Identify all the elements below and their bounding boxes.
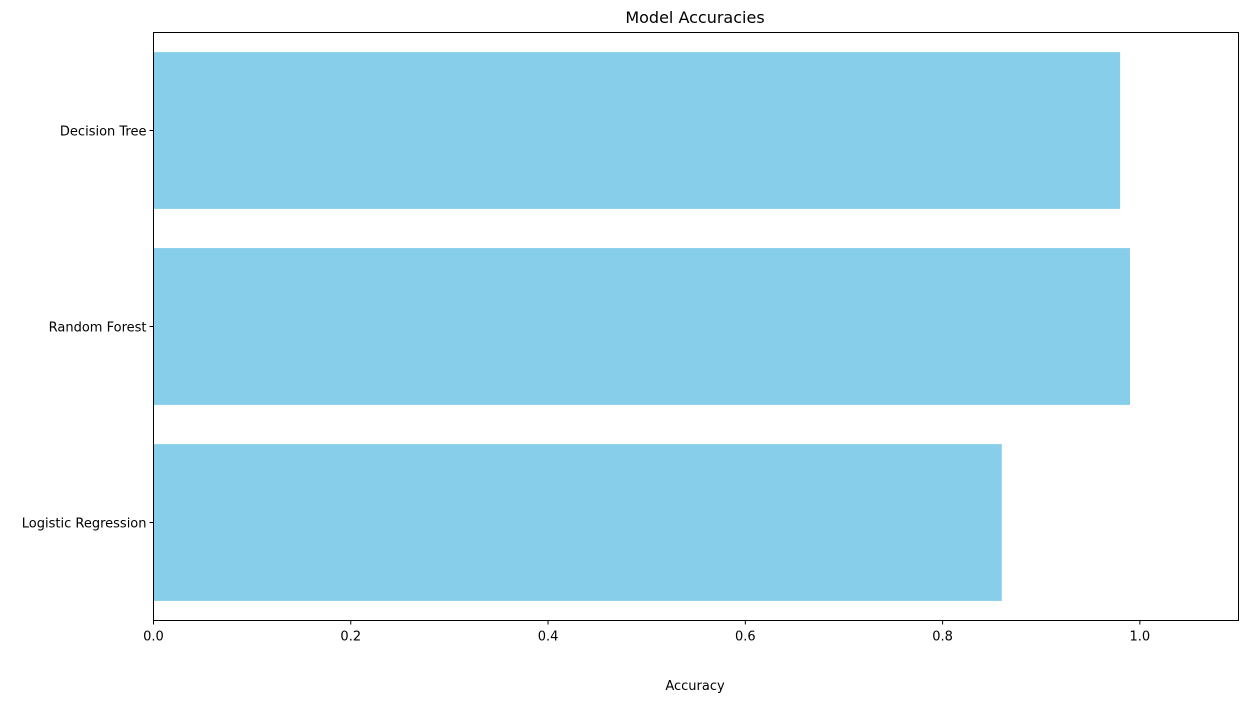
bar-random-forest bbox=[153, 248, 1130, 405]
chart-title: Model Accuracies bbox=[625, 8, 764, 27]
bar-decision-tree bbox=[153, 52, 1121, 209]
y-axis-ticks: Logistic Regression Random Forest Decision… bbox=[22, 125, 154, 532]
x-tick-label: 0.0 bbox=[143, 630, 164, 645]
bar-logistic-regression bbox=[153, 444, 1002, 601]
x-tick-label: 0.4 bbox=[538, 630, 559, 645]
y-tick-label: Decision Tree bbox=[60, 125, 147, 140]
x-tick-label: 0.8 bbox=[932, 630, 953, 645]
x-axis-ticks: 0.0 0.2 0.4 0.6 0.8 1.0 bbox=[143, 620, 1151, 645]
x-tick-label: 1.0 bbox=[1130, 630, 1151, 645]
bars-group bbox=[153, 52, 1130, 601]
x-tick-label: 0.2 bbox=[340, 630, 361, 645]
x-tick-label: 0.6 bbox=[735, 630, 756, 645]
y-tick-label: Logistic Regression bbox=[22, 517, 147, 532]
y-tick-label: Random Forest bbox=[49, 321, 147, 336]
plot-frame bbox=[153, 32, 1239, 621]
x-axis-label: Accuracy bbox=[665, 679, 725, 694]
